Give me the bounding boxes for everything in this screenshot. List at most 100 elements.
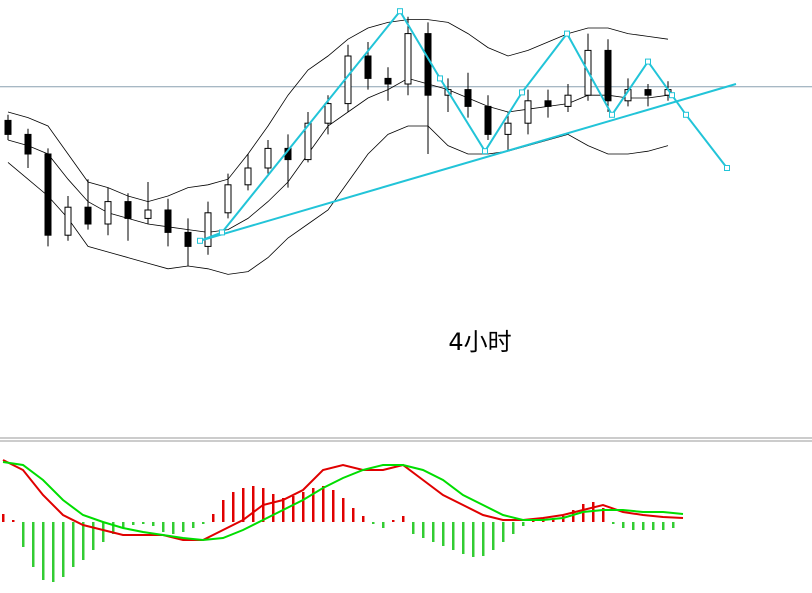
zigzag-point xyxy=(683,111,689,118)
zigzag-point xyxy=(645,58,651,65)
candle-body xyxy=(4,119,12,135)
bollinger-band xyxy=(7,125,669,275)
candle-body xyxy=(484,105,492,135)
histogram-bar xyxy=(182,522,185,532)
histogram-bar xyxy=(452,522,455,550)
zigzag-point xyxy=(669,92,675,99)
candle-body xyxy=(324,103,332,124)
histogram-bar xyxy=(632,522,635,530)
candle-body xyxy=(264,147,272,169)
histogram-bar xyxy=(292,496,295,522)
histogram-bar xyxy=(562,516,565,522)
zigzag-point xyxy=(437,75,443,82)
zigzag-point xyxy=(519,89,525,96)
histogram-bar xyxy=(442,522,445,546)
histogram-bar xyxy=(432,522,435,542)
candle-body xyxy=(364,55,372,79)
candle-body xyxy=(144,209,152,219)
histogram-bar xyxy=(112,522,115,534)
candle-body xyxy=(424,33,432,96)
histogram-bar xyxy=(642,522,645,530)
histogram-bar xyxy=(302,492,305,522)
histogram-bar xyxy=(602,508,605,522)
zigzag-point xyxy=(724,165,730,171)
bollinger-band xyxy=(7,77,669,233)
candle-body xyxy=(24,133,32,155)
histogram-bar xyxy=(322,486,325,522)
candle-body xyxy=(204,212,212,247)
histogram-bar xyxy=(402,516,405,522)
histogram-bar xyxy=(172,522,175,534)
histogram-bar xyxy=(462,522,465,554)
bollinger-band xyxy=(7,19,669,203)
histogram-bar xyxy=(482,522,485,556)
zigzag xyxy=(199,9,728,242)
histogram-bar xyxy=(2,514,5,522)
candle-body xyxy=(304,122,312,161)
histogram-bar xyxy=(422,522,425,538)
histogram-bar xyxy=(412,522,415,534)
histogram-bar xyxy=(522,522,525,526)
histogram-bar xyxy=(72,522,75,567)
histogram-bar xyxy=(382,522,385,528)
histogram-bar xyxy=(552,518,555,522)
candle-body xyxy=(504,122,512,135)
histogram-bar xyxy=(162,522,165,532)
histogram-bar xyxy=(152,522,155,526)
candle-body xyxy=(64,206,72,236)
histogram-bar xyxy=(142,522,145,524)
histogram-bar xyxy=(222,500,225,522)
candle-body xyxy=(44,153,52,236)
histogram-bar xyxy=(372,522,375,524)
histogram-bar xyxy=(272,494,275,522)
histogram-bar xyxy=(242,488,245,522)
histogram-bar xyxy=(32,522,35,567)
histogram-bar xyxy=(362,516,365,522)
candle-body xyxy=(604,49,612,102)
histogram-bar xyxy=(592,502,595,522)
candle-body xyxy=(524,100,532,124)
annotation: 4小时 xyxy=(448,328,511,356)
candle-body xyxy=(184,231,192,247)
candle-body xyxy=(244,167,252,186)
candle-body xyxy=(124,201,132,219)
histogram-bar xyxy=(132,522,135,525)
macd-line xyxy=(2,459,684,541)
candle-body xyxy=(644,89,652,96)
candle-body xyxy=(464,89,472,107)
candle-body xyxy=(104,201,112,225)
candle-body xyxy=(84,206,92,225)
zigzag-point xyxy=(609,111,615,118)
zigzag-point xyxy=(197,237,203,244)
histogram-bar xyxy=(502,522,505,542)
histogram-bar xyxy=(612,522,615,524)
histogram-bar xyxy=(582,504,585,522)
zigzag-point xyxy=(397,8,403,15)
histogram-bar xyxy=(62,522,65,577)
histogram-bar xyxy=(312,488,315,522)
histogram-bar xyxy=(352,508,355,522)
candle-body xyxy=(224,184,232,214)
candle-body xyxy=(164,209,172,233)
histogram-bar xyxy=(672,522,675,528)
histogram-bar xyxy=(22,522,25,547)
histogram-bar xyxy=(212,514,215,522)
histogram-bar xyxy=(662,522,665,530)
histogram-bar xyxy=(92,522,95,550)
histogram-bar xyxy=(342,498,345,522)
histogram-bar xyxy=(12,520,15,522)
macd-line xyxy=(2,461,684,542)
histogram-bar xyxy=(192,522,195,528)
histogram-bar xyxy=(202,522,205,524)
histogram-bar xyxy=(512,522,515,534)
histogram-bar xyxy=(42,522,45,580)
histogram-bar xyxy=(572,510,575,522)
histogram-bar xyxy=(102,522,105,542)
histogram-bar xyxy=(492,522,495,550)
candle-body xyxy=(404,33,412,85)
histogram-bar xyxy=(252,486,255,522)
histogram-bar xyxy=(392,520,395,522)
histogram-bar xyxy=(622,522,625,528)
histogram-bar xyxy=(122,522,125,528)
